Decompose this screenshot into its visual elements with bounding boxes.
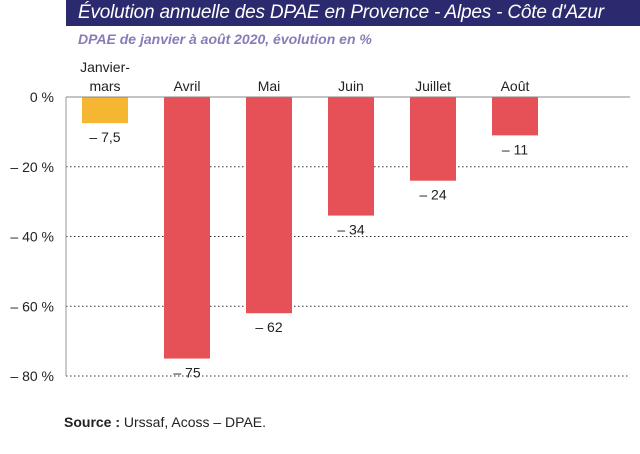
data-label: – 34 [337, 222, 364, 238]
x-tick-label: Juillet [415, 78, 451, 94]
chart-subtitle: DPAE de janvier à août 2020, évolution e… [78, 31, 372, 47]
bar [246, 97, 292, 314]
x-tick-label: Avril [174, 78, 201, 94]
y-tick-label: – 20 % [10, 159, 54, 175]
x-tick-label: Août [501, 78, 530, 94]
x-tick-label: Janvier- [80, 59, 130, 75]
chart-title: Évolution annuelle des DPAE en Provence … [78, 2, 604, 23]
x-tick-label: Mai [258, 78, 281, 94]
y-tick-label: – 60 % [10, 298, 54, 314]
data-label: – 24 [419, 187, 446, 203]
bar [164, 97, 210, 359]
y-tick-label: – 80 % [10, 368, 54, 384]
data-label: – 62 [255, 319, 282, 335]
source-text: Urssaf, Acoss – DPAE. [123, 414, 267, 430]
bar [82, 97, 128, 124]
source-label: Source : [64, 414, 121, 430]
y-tick-label: 0 % [30, 89, 54, 105]
data-label: – 75 [173, 365, 200, 381]
bar [410, 97, 456, 181]
data-label: – 11 [502, 141, 528, 157]
x-tick-label: mars [89, 78, 120, 94]
x-tick-label: Juin [338, 78, 364, 94]
bar [492, 97, 538, 136]
data-label: – 7,5 [89, 129, 120, 145]
bar [328, 97, 374, 216]
bar-chart: 0 % – 20 % – 40 % – 60 % – 80 % – 7,5 Janvier-… [10, 59, 630, 384]
title-band [66, 0, 640, 26]
y-tick-label: – 40 % [10, 229, 54, 245]
source-note: Source : Urssaf, Acoss – DPAE. [64, 414, 266, 430]
